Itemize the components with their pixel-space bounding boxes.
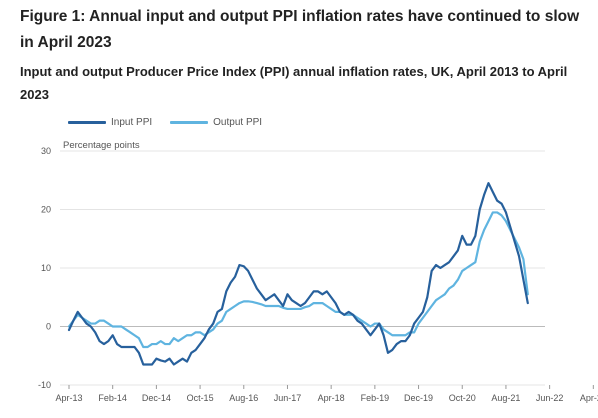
x-tick-label: Aug-16 — [229, 393, 258, 403]
chart-legend: Input PPI Output PPI — [68, 117, 280, 128]
x-tick-label: Jun-17 — [274, 393, 302, 403]
series-lines — [67, 182, 529, 366]
y-axis-label: Percentage points — [63, 140, 140, 151]
x-tick-label: Aug-21 — [491, 393, 520, 403]
legend-label-output-ppi: Output PPI — [213, 117, 263, 128]
y-tick-label: 10 — [41, 263, 51, 273]
legend-swatch-input-ppi — [68, 121, 106, 124]
figure-subtitle: Input and output Producer Price Index (P… — [20, 64, 568, 102]
x-tick-label: Feb-19 — [361, 393, 390, 403]
x-tick-label: Apr-23 — [580, 393, 598, 403]
gridlines — [60, 150, 545, 386]
y-tick-label: -10 — [38, 380, 51, 390]
legend-label-input-ppi: Input PPI — [111, 117, 153, 128]
y-tick-label: 0 — [46, 322, 51, 332]
x-tick-label: Jun-22 — [536, 393, 564, 403]
x-tick-label: Oct-20 — [449, 393, 476, 403]
legend-swatch-output-ppi — [170, 121, 209, 124]
series-line-output-ppi[interactable] — [67, 211, 529, 349]
x-tick-label: Apr-13 — [55, 393, 82, 403]
y-axis-ticks: -10 0 10 20 30 — [38, 146, 51, 390]
series-line-input-ppi[interactable] — [67, 182, 529, 366]
x-tick-label: Apr-18 — [318, 393, 345, 403]
x-tick-label: Dec-19 — [404, 393, 433, 403]
legend-item-output-ppi[interactable]: Output PPI — [170, 117, 262, 128]
figure-title: Figure 1: Annual input and output PPI in… — [20, 8, 580, 51]
x-axis-ticks: Apr-13 Feb-14 Dec-14 Oct-15 Aug-16 Jun-17 Apr-… — [55, 385, 598, 403]
legend-item-input-ppi[interactable]: Input PPI — [68, 117, 152, 128]
x-tick-label: Feb-14 — [98, 393, 127, 403]
y-tick-label: 20 — [41, 205, 51, 215]
x-tick-label: Dec-14 — [142, 393, 171, 403]
y-tick-label: 30 — [41, 146, 51, 156]
x-tick-label: Oct-15 — [187, 393, 214, 403]
